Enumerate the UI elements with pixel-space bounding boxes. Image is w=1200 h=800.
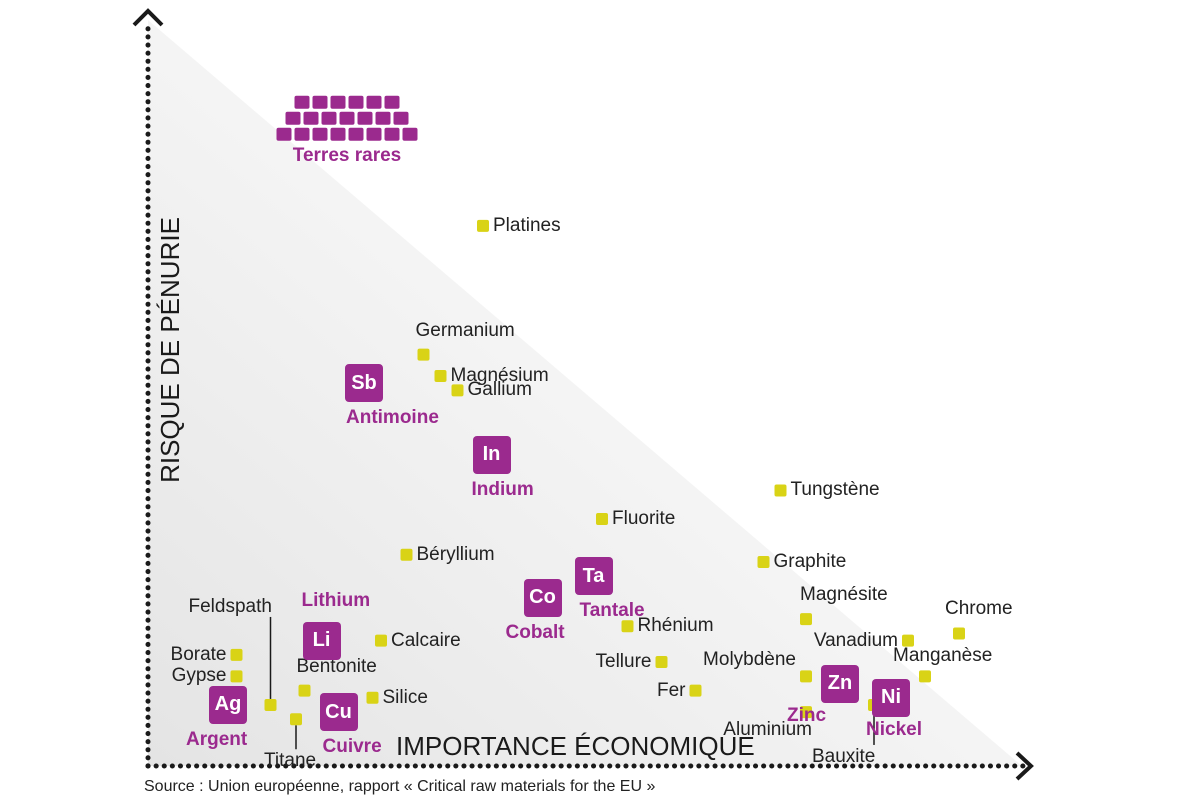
tile-zinc: Zn (821, 664, 859, 703)
point-platines (477, 219, 489, 232)
label-terres-rares: Terres rares (292, 144, 402, 166)
label-magnesite: Magnésite (800, 584, 888, 606)
cluster-tile-0-1 (312, 95, 328, 109)
tile-lithium: Li (302, 621, 341, 660)
background-triangle (148, 20, 1022, 766)
source-note: Source : Union européenne, rapport « Cri… (144, 778, 656, 795)
label-bauxite: Bauxite (812, 745, 876, 767)
label-tellure: Tellure (595, 651, 652, 673)
label-graphite: Graphite (773, 550, 847, 572)
x-axis-title: IMPORTANCE ÉCONOMIQUE (396, 731, 755, 761)
x-axis-arrow (1015, 751, 1034, 781)
cluster-tile-0-0 (294, 95, 310, 109)
label-germanium: Germanium (415, 319, 515, 341)
chart-marks (230, 95, 965, 726)
label-manganese: Manganèse (893, 645, 993, 667)
cluster-tile-2-1 (294, 127, 310, 141)
cluster-tile-1-2 (321, 111, 337, 125)
label-cuivre: Cuivre (322, 736, 382, 758)
label-bentonite: Bentonite (296, 655, 377, 677)
point-titane (290, 713, 302, 726)
cluster-tile-1-5 (375, 111, 391, 125)
point-germanium (417, 348, 430, 361)
point-vanadium (902, 634, 914, 647)
label-fluorite: Fluorite (612, 508, 676, 530)
cluster-tile-1-4 (357, 111, 373, 125)
label-gallium: Gallium (467, 379, 532, 401)
point-calcaire (375, 634, 387, 647)
tile-tantale: Ta (574, 557, 613, 596)
tile-antimoine: Sb (345, 364, 383, 403)
label-magnesium: Magnésium (450, 365, 549, 387)
label-lithium: Lithium (301, 589, 371, 611)
point-fer (689, 684, 702, 697)
tile-cuivre: Cu (319, 693, 358, 732)
tile-cobalt: Co (523, 578, 562, 617)
cluster-tile-2-0 (276, 127, 292, 141)
label-calcaire: Calcaire (391, 629, 461, 651)
cluster-tile-2-6 (384, 127, 400, 141)
cluster-tile-2-4 (348, 127, 364, 141)
label-antimoine: Antimoine (346, 407, 439, 429)
y-axis-arrow (132, 8, 164, 27)
cluster-tile-0-4 (366, 95, 382, 109)
label-vanadium: Vanadium (813, 629, 898, 651)
point-graphite (757, 555, 770, 568)
cluster-tile-0-3 (348, 95, 364, 109)
label-borate: Borate (170, 643, 227, 665)
label-chrome: Chrome (945, 598, 1013, 620)
label-platines: Platines (493, 214, 561, 236)
point-rhenium (621, 620, 634, 633)
tile-nickel: Ni (872, 678, 910, 717)
point-aluminium (800, 706, 812, 719)
point-fluorite (596, 513, 608, 526)
label-gypse: Gypse (171, 665, 227, 687)
label-aluminium: Aluminium (723, 719, 812, 741)
y-axis-title: RISQUE DE PÉNURIE (155, 217, 185, 483)
label-beryllium: Béryllium (416, 543, 495, 565)
point-magnesium (434, 370, 447, 383)
point-beryllium (400, 548, 413, 561)
tile-argent: Ag (209, 685, 247, 724)
label-titane: Titane (264, 750, 317, 772)
label-nickel: Nickel (866, 718, 922, 740)
cluster-tile-2-3 (330, 127, 346, 141)
point-gallium (451, 384, 464, 397)
point-tellure (655, 656, 668, 669)
label-tantale: Tantale (579, 600, 645, 622)
cluster-tile-1-6 (393, 111, 409, 125)
label-rhenium: Rhénium (637, 615, 714, 637)
point-molybdene (800, 670, 812, 683)
label-cobalt: Cobalt (505, 621, 565, 643)
label-zinc: Zinc (787, 704, 827, 726)
label-argent: Argent (186, 728, 248, 750)
label-indium: Indium (471, 478, 534, 500)
point-magnesite (800, 613, 812, 626)
label-fer: Fer (657, 679, 686, 701)
point-borate (230, 648, 243, 661)
cluster-tile-2-7 (402, 127, 418, 141)
cluster-tile-2-2 (312, 127, 328, 141)
cluster-tile-0-5 (384, 95, 400, 109)
label-molybdene: Molybdène (703, 649, 796, 671)
point-chrome (953, 627, 965, 640)
point-gypse (230, 670, 243, 683)
cluster-tile-2-5 (366, 127, 382, 141)
point-manganese (919, 670, 931, 683)
cluster-tile-1-0 (285, 111, 301, 125)
label-feldspath: Feldspath (188, 595, 272, 617)
cluster-tile-0-2 (330, 95, 346, 109)
tile-indium: In (472, 435, 511, 474)
cluster-tile-1-1 (303, 111, 319, 125)
label-silice: Silice (382, 686, 428, 708)
point-silice (366, 691, 379, 704)
cluster-tile-1-3 (339, 111, 355, 125)
point-feldspath (264, 698, 277, 711)
label-tungstene: Tungstène (790, 479, 880, 501)
point-tungstene (774, 484, 787, 497)
point-bentonite (298, 684, 311, 697)
